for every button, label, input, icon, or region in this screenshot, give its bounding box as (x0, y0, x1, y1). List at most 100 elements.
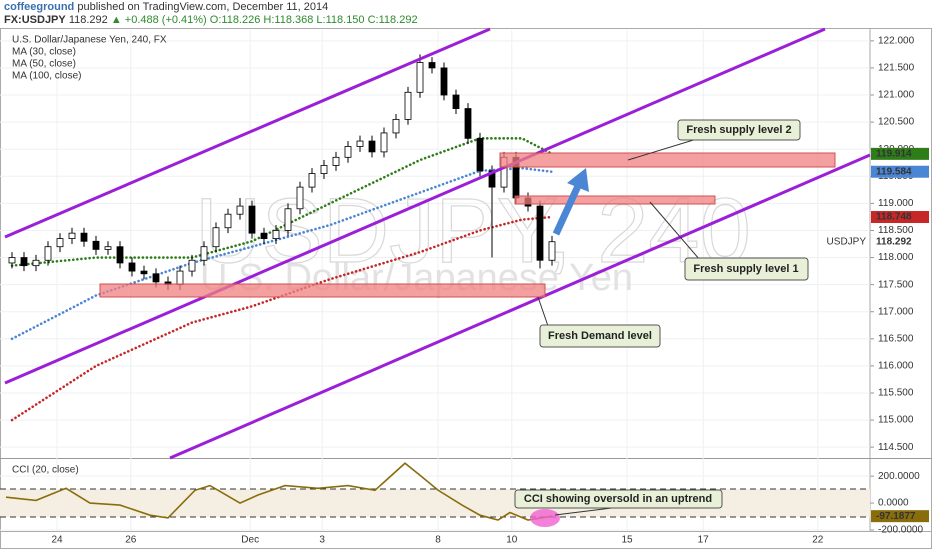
symbol: FX:USDJPY (4, 14, 66, 26)
channel-line (4, 27, 491, 239)
candle-body (200, 246, 208, 261)
candle-body (212, 227, 220, 248)
price-tag-label: 118.748 (876, 212, 912, 223)
callout-text: Fresh Demand level (548, 330, 652, 342)
x-tick-label: 10 (506, 535, 518, 546)
header-line: coffeeground published on TradingView.co… (4, 1, 328, 13)
y-tick-label: 115.000 (878, 415, 914, 426)
published: published on TradingView.com, December 1… (77, 1, 328, 13)
candle-body (404, 91, 412, 120)
candle-body (536, 205, 544, 261)
x-tick-label: 26 (125, 535, 137, 546)
price-tag (871, 147, 929, 160)
candle-body (440, 67, 448, 96)
x-tick-label: 24 (51, 535, 63, 546)
change: ▲ +0.488 (+0.41%) (111, 14, 207, 26)
quote-line: FX:USDJPY 118.292 ▲ +0.488 (+0.41%) O:11… (4, 14, 418, 26)
channel-line (4, 27, 826, 385)
x-tick-label: 8 (435, 535, 441, 546)
author[interactable]: coffeeground (4, 1, 74, 13)
candle-body (248, 205, 256, 234)
candle-body (260, 232, 268, 239)
y-tick-label: 117.000 (878, 306, 914, 317)
price-tag-label: 119.584 (876, 166, 912, 177)
candle-body (392, 118, 400, 134)
price-tag (871, 165, 929, 178)
x-tick-label: 3 (319, 535, 325, 546)
y-tick-label: 0.0000 (878, 498, 909, 509)
candle-body (272, 230, 280, 239)
price-tag (871, 211, 929, 224)
callout-pointer (537, 296, 549, 327)
y-tick-label: 122.000 (878, 35, 915, 46)
supply-zone (499, 152, 836, 168)
ohlc: L:118.150 (316, 14, 364, 26)
ohlc: C:118.292 (368, 14, 418, 26)
callout-pointer (649, 201, 701, 261)
legend-entry: MA (50, close) (12, 59, 76, 70)
ohlc: O:118.226 (210, 14, 261, 26)
drawings: Fresh supply level 2 Fresh supply level … (4, 27, 871, 527)
candle-body (140, 270, 148, 275)
y-tick-label: 114.500 (878, 442, 914, 453)
y-tick-label: 118.000 (878, 252, 914, 263)
y-tick-label: 118.500 (878, 225, 914, 236)
y-tick-label: 119.000 (878, 198, 914, 209)
chart-title: U.S. Dollar/Japanese Yen, 240, FX (12, 35, 167, 46)
oversold-marker (530, 509, 560, 527)
y-tick-label: 115.500 (878, 388, 914, 399)
candle-body (548, 241, 556, 261)
y-tick-label: 116.000 (878, 361, 914, 372)
candle-body (488, 170, 496, 188)
candle-body (80, 232, 88, 242)
moving-average (10, 137, 554, 267)
callout (677, 119, 801, 141)
y-tick-label: 117.500 (878, 279, 914, 290)
candle-body (152, 273, 160, 283)
candle-body (356, 140, 364, 147)
indicator-line (5, 462, 553, 521)
supply-zone (514, 195, 716, 205)
legend-entry: MA (100, close) (12, 71, 81, 82)
price: 118.292 (69, 14, 108, 26)
callout-pointer (627, 137, 701, 161)
price-tag-label: 119.914 (876, 148, 912, 159)
y-tick-label: 120.500 (878, 117, 915, 128)
candle-body (368, 140, 376, 153)
y-tick-label: 200.0000 (878, 471, 920, 482)
callout-text: CCI showing oversold in an uptrend (524, 493, 712, 505)
arrow-head (567, 168, 589, 192)
candle-body (176, 270, 184, 286)
x-tick-label: 15 (621, 535, 633, 546)
candle-body (116, 246, 124, 264)
price-tag (871, 235, 929, 248)
candle-body (476, 137, 484, 172)
moving-average (10, 215, 554, 422)
candle-body (380, 132, 388, 153)
ohlc: H:118.368 (263, 14, 313, 26)
legend-entry: MA (30, close) (12, 47, 76, 58)
candle-body (128, 262, 136, 272)
callout (539, 324, 661, 348)
candle-body (332, 156, 340, 166)
candle-body (92, 240, 100, 250)
demand-zone (99, 283, 546, 298)
candle-body (104, 246, 112, 250)
candle-body (8, 257, 16, 264)
arrow-shaft (552, 184, 582, 236)
channel-line (169, 153, 871, 460)
candle-body (188, 259, 196, 272)
symbol-tag: USDJPY (827, 236, 867, 247)
y-tick-label: -200.0000 (878, 525, 923, 536)
candle-body (296, 186, 304, 210)
candle-body (452, 94, 460, 109)
candle-body (284, 208, 292, 231)
candle-body (416, 62, 424, 93)
callout-text: Fresh supply level 1 (693, 263, 798, 275)
x-tick-label: 17 (698, 535, 710, 546)
candle-body (20, 257, 28, 267)
candle-body (32, 259, 40, 267)
x-tick-label: Dec (241, 535, 259, 546)
callout-text: Fresh supply level 2 (686, 124, 791, 136)
